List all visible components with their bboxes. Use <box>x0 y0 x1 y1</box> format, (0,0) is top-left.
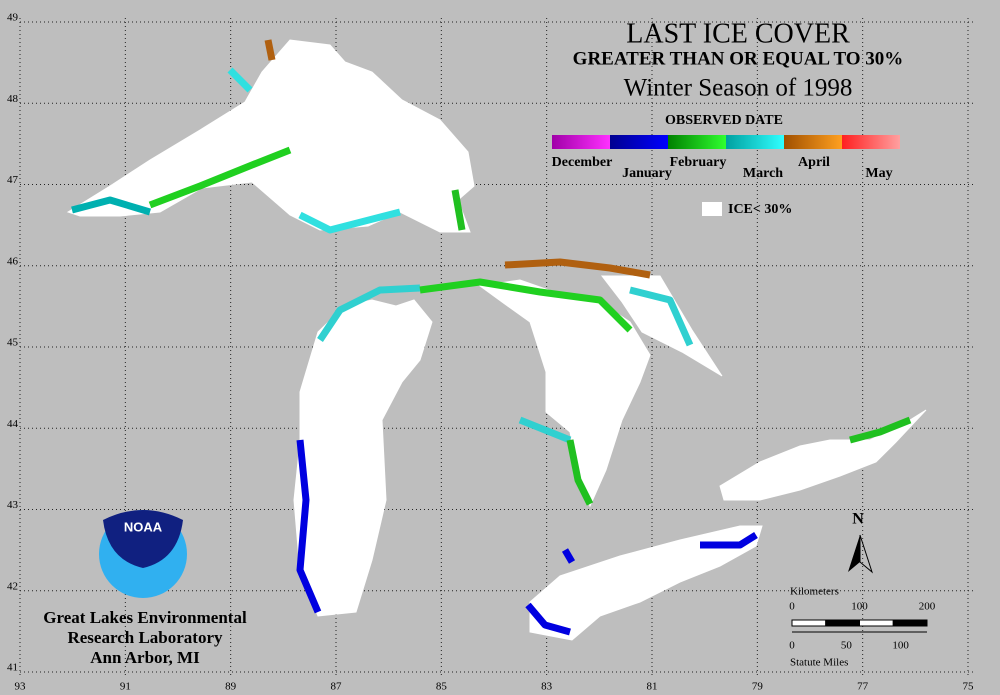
logo-text: NOAA <box>124 519 163 534</box>
ice-april <box>264 39 276 61</box>
subtitle: GREATER THAN OR EQUAL TO 30% <box>573 48 904 69</box>
ice-january <box>561 548 576 564</box>
ice-march <box>317 284 421 342</box>
legend-label: April <box>798 155 830 170</box>
ice-february <box>849 416 912 444</box>
graticule: 49 48 47 46 45 44 43 42 41 93 91 89 87 85 83 81 79 77 75 <box>7 12 975 693</box>
ice-february <box>148 146 292 209</box>
latitude-label: 46 <box>7 255 19 267</box>
ice-february <box>566 439 594 506</box>
longitude-label: 79 <box>752 681 764 693</box>
credit-line: Research Laboratory <box>67 628 223 647</box>
legend-label: February <box>670 155 727 170</box>
north-arrow <box>859 534 874 574</box>
legend-label: March <box>743 166 783 181</box>
ice-march <box>227 67 253 93</box>
longitude-label: 81 <box>647 681 658 693</box>
ice-fringes <box>71 39 912 636</box>
mi-title: Statute Miles <box>790 657 848 669</box>
ice-january <box>525 602 571 636</box>
mi-tick: 0 <box>789 640 795 652</box>
longitude-label: 85 <box>436 681 448 693</box>
latitude-label: 42 <box>7 580 18 592</box>
lake-ontario <box>719 409 927 501</box>
km-title: Kilometers <box>790 586 839 598</box>
scale-segment <box>892 619 928 627</box>
ice-swatch <box>702 202 722 216</box>
logo-bird <box>103 510 183 568</box>
ice-february <box>419 278 633 333</box>
latitude-label: 49 <box>7 12 19 24</box>
longitude-label: 75 <box>963 681 975 693</box>
ice-march <box>518 416 572 444</box>
credit-line: Great Lakes Environmental <box>43 608 247 627</box>
ice-april <box>504 258 651 279</box>
lakes <box>66 39 927 641</box>
season: Winter Season of 1998 <box>624 75 853 102</box>
latitude-label: 43 <box>7 499 19 511</box>
title: LAST ICE COVER <box>626 18 850 49</box>
ice-february <box>451 189 466 231</box>
ice-march <box>629 286 694 347</box>
ice-january <box>296 439 322 614</box>
lake-superior <box>66 39 475 233</box>
legend-label: December <box>552 155 613 170</box>
km-tick: 0 <box>789 601 795 613</box>
latitude-label: 48 <box>7 93 19 105</box>
noaa-logo: NOAA <box>99 510 187 598</box>
legend-swatch <box>552 135 610 149</box>
legend-swatch <box>842 135 900 149</box>
scale-segment <box>825 619 860 627</box>
north-label: N <box>852 511 864 528</box>
ice-march <box>298 208 401 234</box>
scale-segment <box>791 619 827 627</box>
mi-tick: 50 <box>841 640 853 652</box>
latitude-label: 44 <box>7 418 19 430</box>
ice-january <box>700 532 758 549</box>
longitude-label: 89 <box>225 681 237 693</box>
scale-bar: Kilometers Statute Miles 0 100 200 0 50 100 <box>789 586 936 669</box>
longitude-label: 91 <box>120 681 131 693</box>
legend-swatch <box>610 135 668 149</box>
mi-tick: 100 <box>892 640 909 652</box>
legend-swatch <box>726 135 784 149</box>
latitude-label: 41 <box>7 662 18 674</box>
titles: LAST ICE COVER GREATER THAN OR EQUAL TO … <box>573 18 904 128</box>
longitude-label: 83 <box>541 681 553 693</box>
longitude-label: 77 <box>857 681 869 693</box>
legend-title: OBSERVED DATE <box>665 113 783 128</box>
longitude-label: 93 <box>15 681 27 693</box>
legend-label: May <box>865 166 892 181</box>
legend-swatch <box>668 135 726 149</box>
legend-swatch <box>784 135 842 149</box>
credit: Great Lakes Environmental Research Labor… <box>43 608 247 667</box>
lake-erie <box>529 525 763 641</box>
legend-label: January <box>622 166 672 181</box>
georgian-bay <box>600 275 723 377</box>
km-tick: 200 <box>919 601 936 613</box>
ice-march <box>71 196 152 216</box>
credit-line: Ann Arbor, MI <box>90 648 200 667</box>
scale-segment <box>859 619 894 627</box>
north-arrow <box>848 535 860 572</box>
latitude-label: 45 <box>7 337 19 349</box>
longitude-label: 87 <box>331 681 343 693</box>
latitude-label: 47 <box>7 174 19 186</box>
ice-label: ICE< 30% <box>728 202 792 217</box>
km-tick: 100 <box>851 601 868 613</box>
